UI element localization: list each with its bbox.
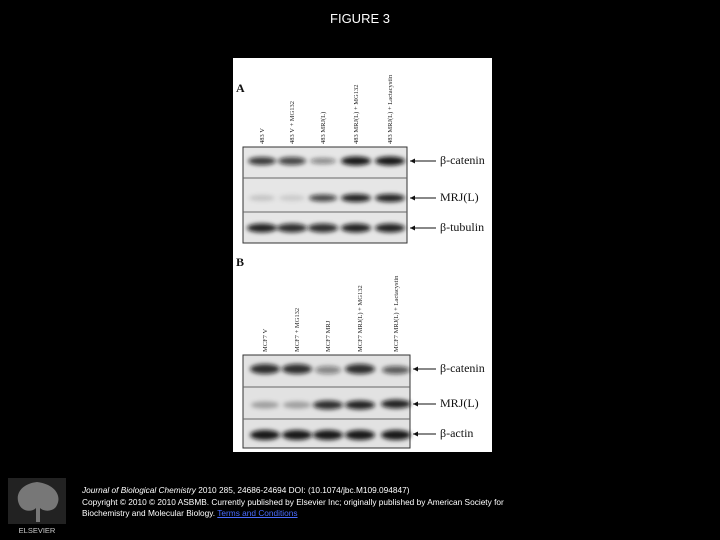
band-label: β-actin [440,426,473,440]
lane-label: 483 MRJ(L) + MG132 [353,85,360,144]
journal-name: Journal of Biological Chemistry [82,485,196,495]
lane-label: 483 V + MG132 [289,101,296,144]
lane-label: MCF7 MRJ(L) + Lactacystin [393,275,400,352]
arrow-head [413,401,418,407]
copyright: Copyright © 2010 © 2010 ASBMB. Currently… [82,496,504,519]
lane-label: 483 MRJ(L) [320,112,327,144]
terms-link[interactable]: Terms and Conditions [217,508,298,518]
band-label: β-catenin [440,153,485,167]
panel-b: B MCF7 V MCF7 + MG132 MCF7 MRJ MCF7 MRJ(L) … [236,255,485,449]
lane-label: 483 V [259,128,266,144]
band-label: β-tubulin [440,220,484,234]
logo-text: ELSEVIER [19,526,56,535]
lane-label: MCF7 MRJ(L) + MG132 [357,285,364,352]
band-label: MRJ(L) [440,190,479,204]
panel-a: A 483 V 483 V + MG132 483 MRJ(L) 483 MRJ(L)… [236,74,485,244]
bands [250,364,411,440]
lane-label: 483 MRJ(L) + Lactacystin [387,74,394,144]
arrow-head [413,431,418,437]
elsevier-logo: ELSEVIER [8,478,66,535]
arrow-head [410,225,415,231]
bands [247,156,405,233]
band-label: β-catenin [440,361,485,375]
citation: 2010 285, 24686-24694 DOI: (10.1074/jbc.… [198,485,410,495]
arrow-head [413,366,418,372]
lane-label: MCF7 + MG132 [294,308,301,352]
panel-label: B [236,255,244,269]
citation-block: Journal of Biological Chemistry 2010 285… [82,485,512,520]
band-label: MRJ(L) [440,396,479,410]
lane-label: MCF7 V [262,329,269,352]
lane-label: MCF7 MRJ [325,320,332,352]
arrow-head [410,195,415,201]
slide-title: FIGURE 3 [330,11,390,26]
panel-label: A [236,81,245,95]
arrow-head [410,158,415,164]
